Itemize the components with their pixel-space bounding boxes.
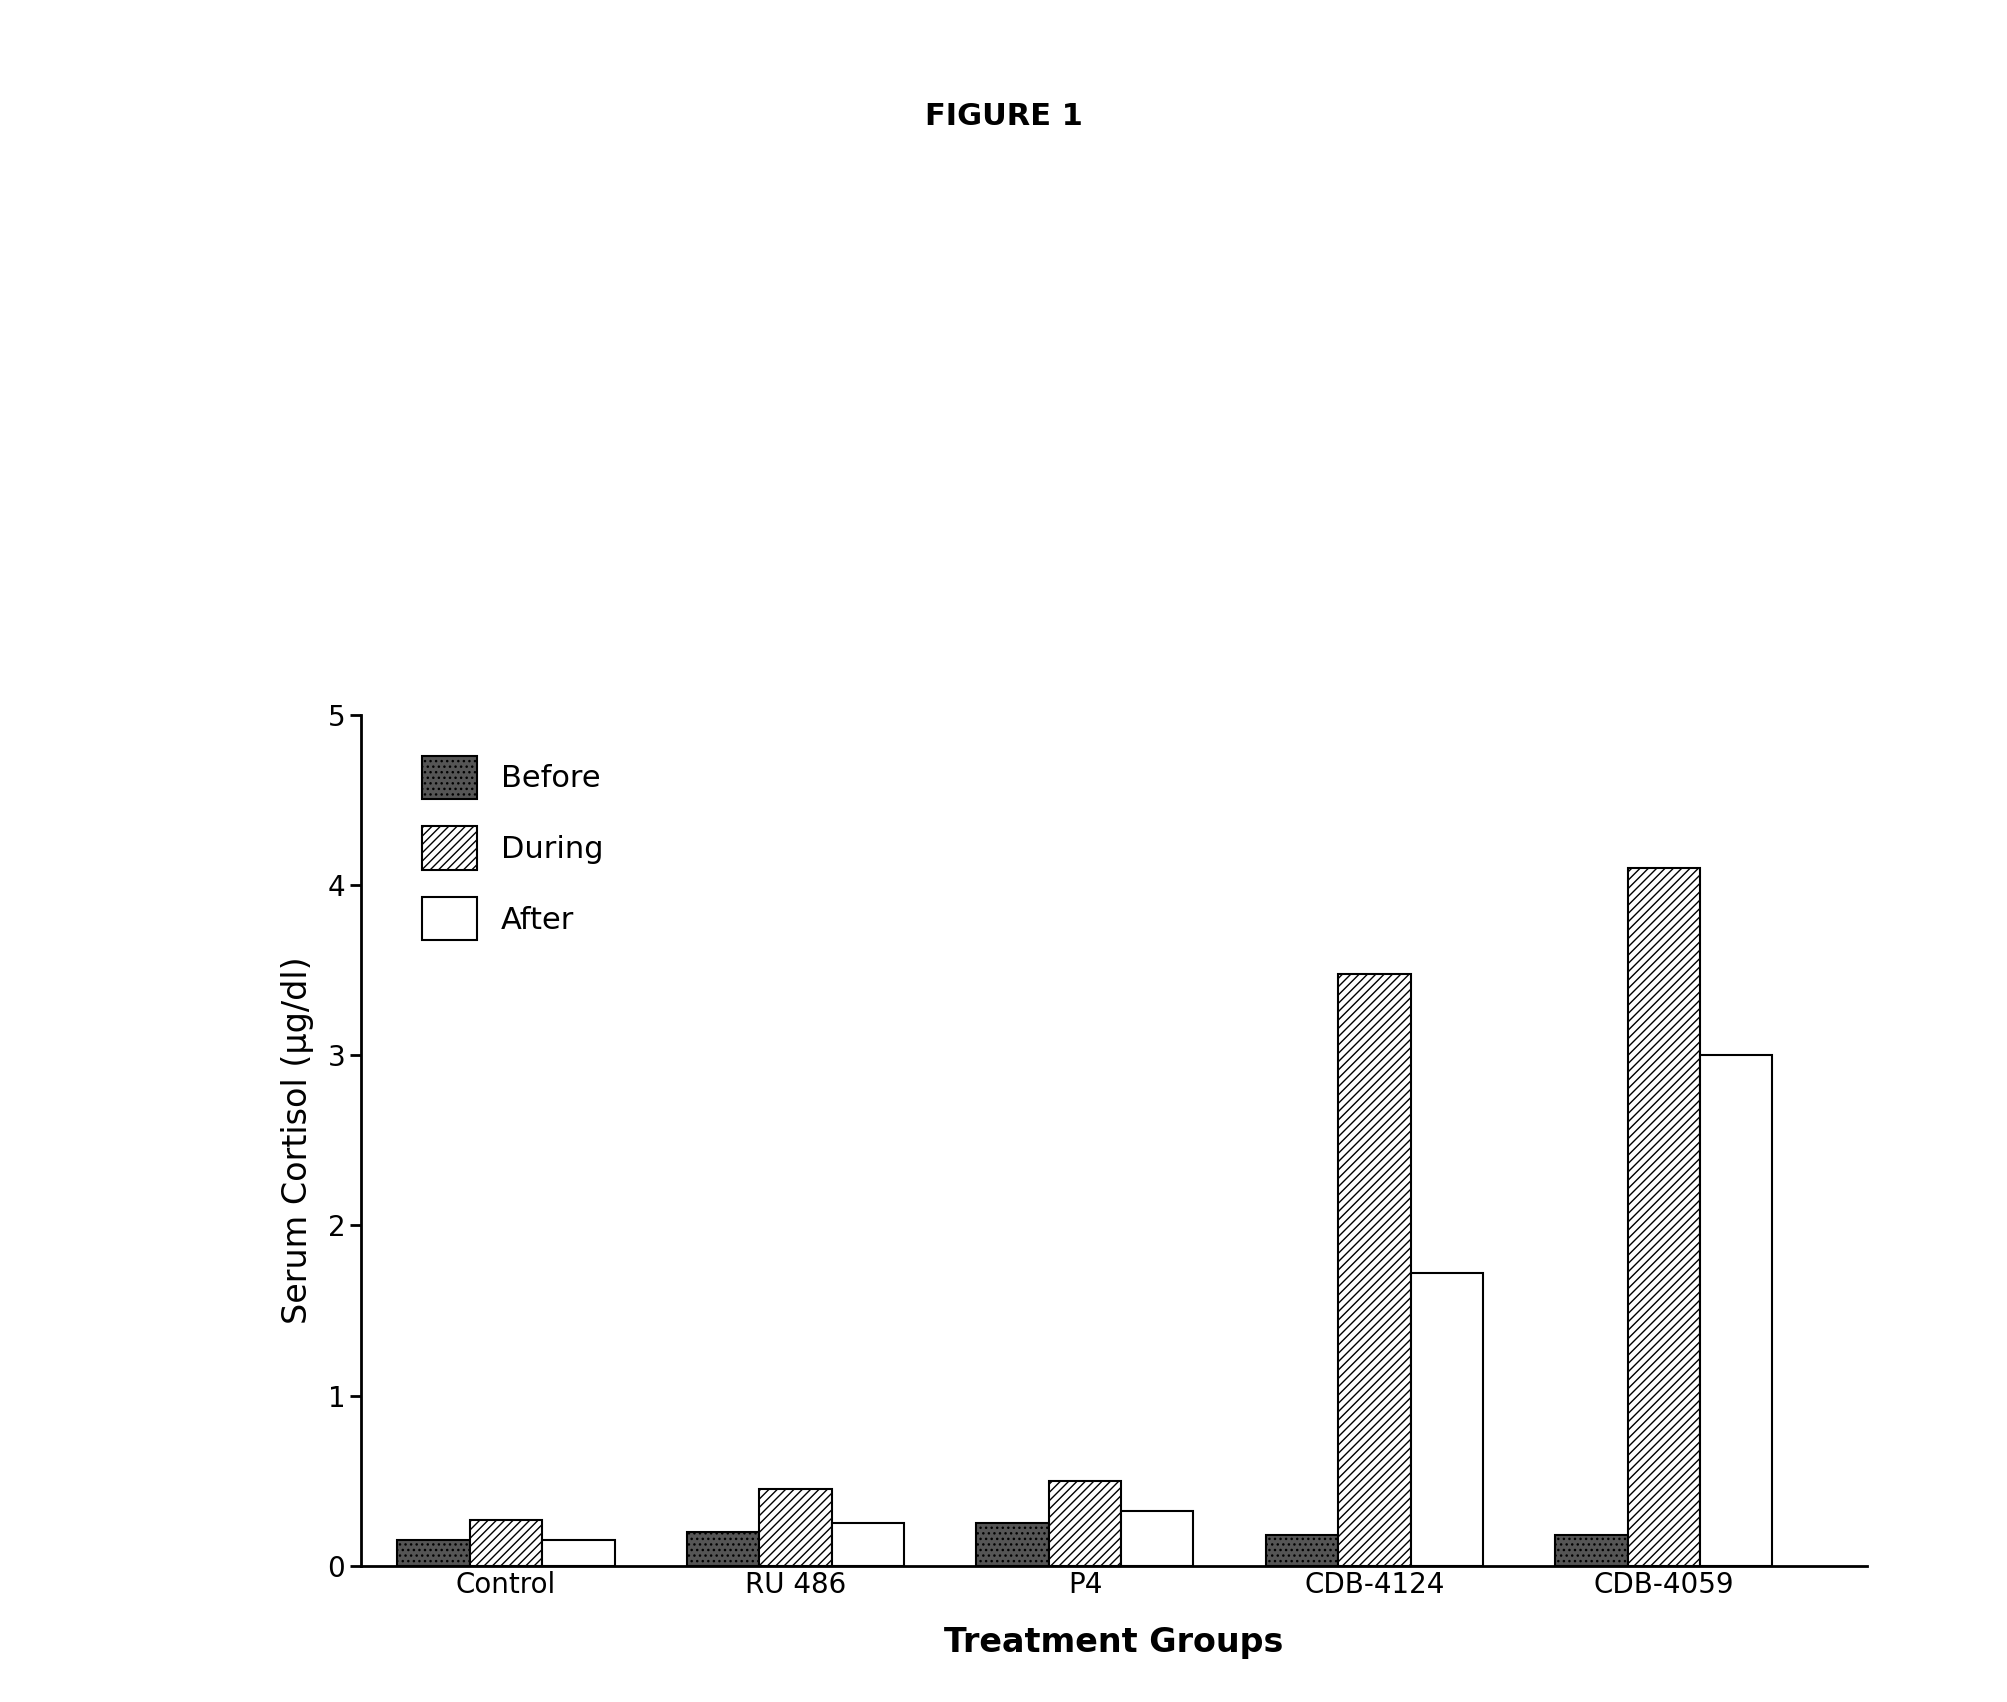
Y-axis label: Serum Cortisol (μg/dl): Serum Cortisol (μg/dl) [281,957,313,1324]
Legend: Before, During, After: Before, During, After [421,756,604,941]
Bar [1555,1535,1628,1566]
Bar [470,1520,542,1566]
Bar [975,1523,1050,1566]
Bar [1122,1511,1194,1566]
Bar [1628,868,1700,1566]
Bar [831,1523,903,1566]
Bar [1050,1481,1122,1566]
X-axis label: Treatment Groups: Treatment Groups [943,1627,1284,1659]
Bar [397,1540,470,1566]
Bar [686,1532,759,1566]
Text: FIGURE 1: FIGURE 1 [925,102,1082,131]
Bar [1700,1055,1772,1566]
Bar [1266,1535,1339,1566]
Bar [542,1540,614,1566]
Bar [1339,974,1411,1566]
Bar [759,1489,831,1566]
Bar [1411,1273,1483,1566]
